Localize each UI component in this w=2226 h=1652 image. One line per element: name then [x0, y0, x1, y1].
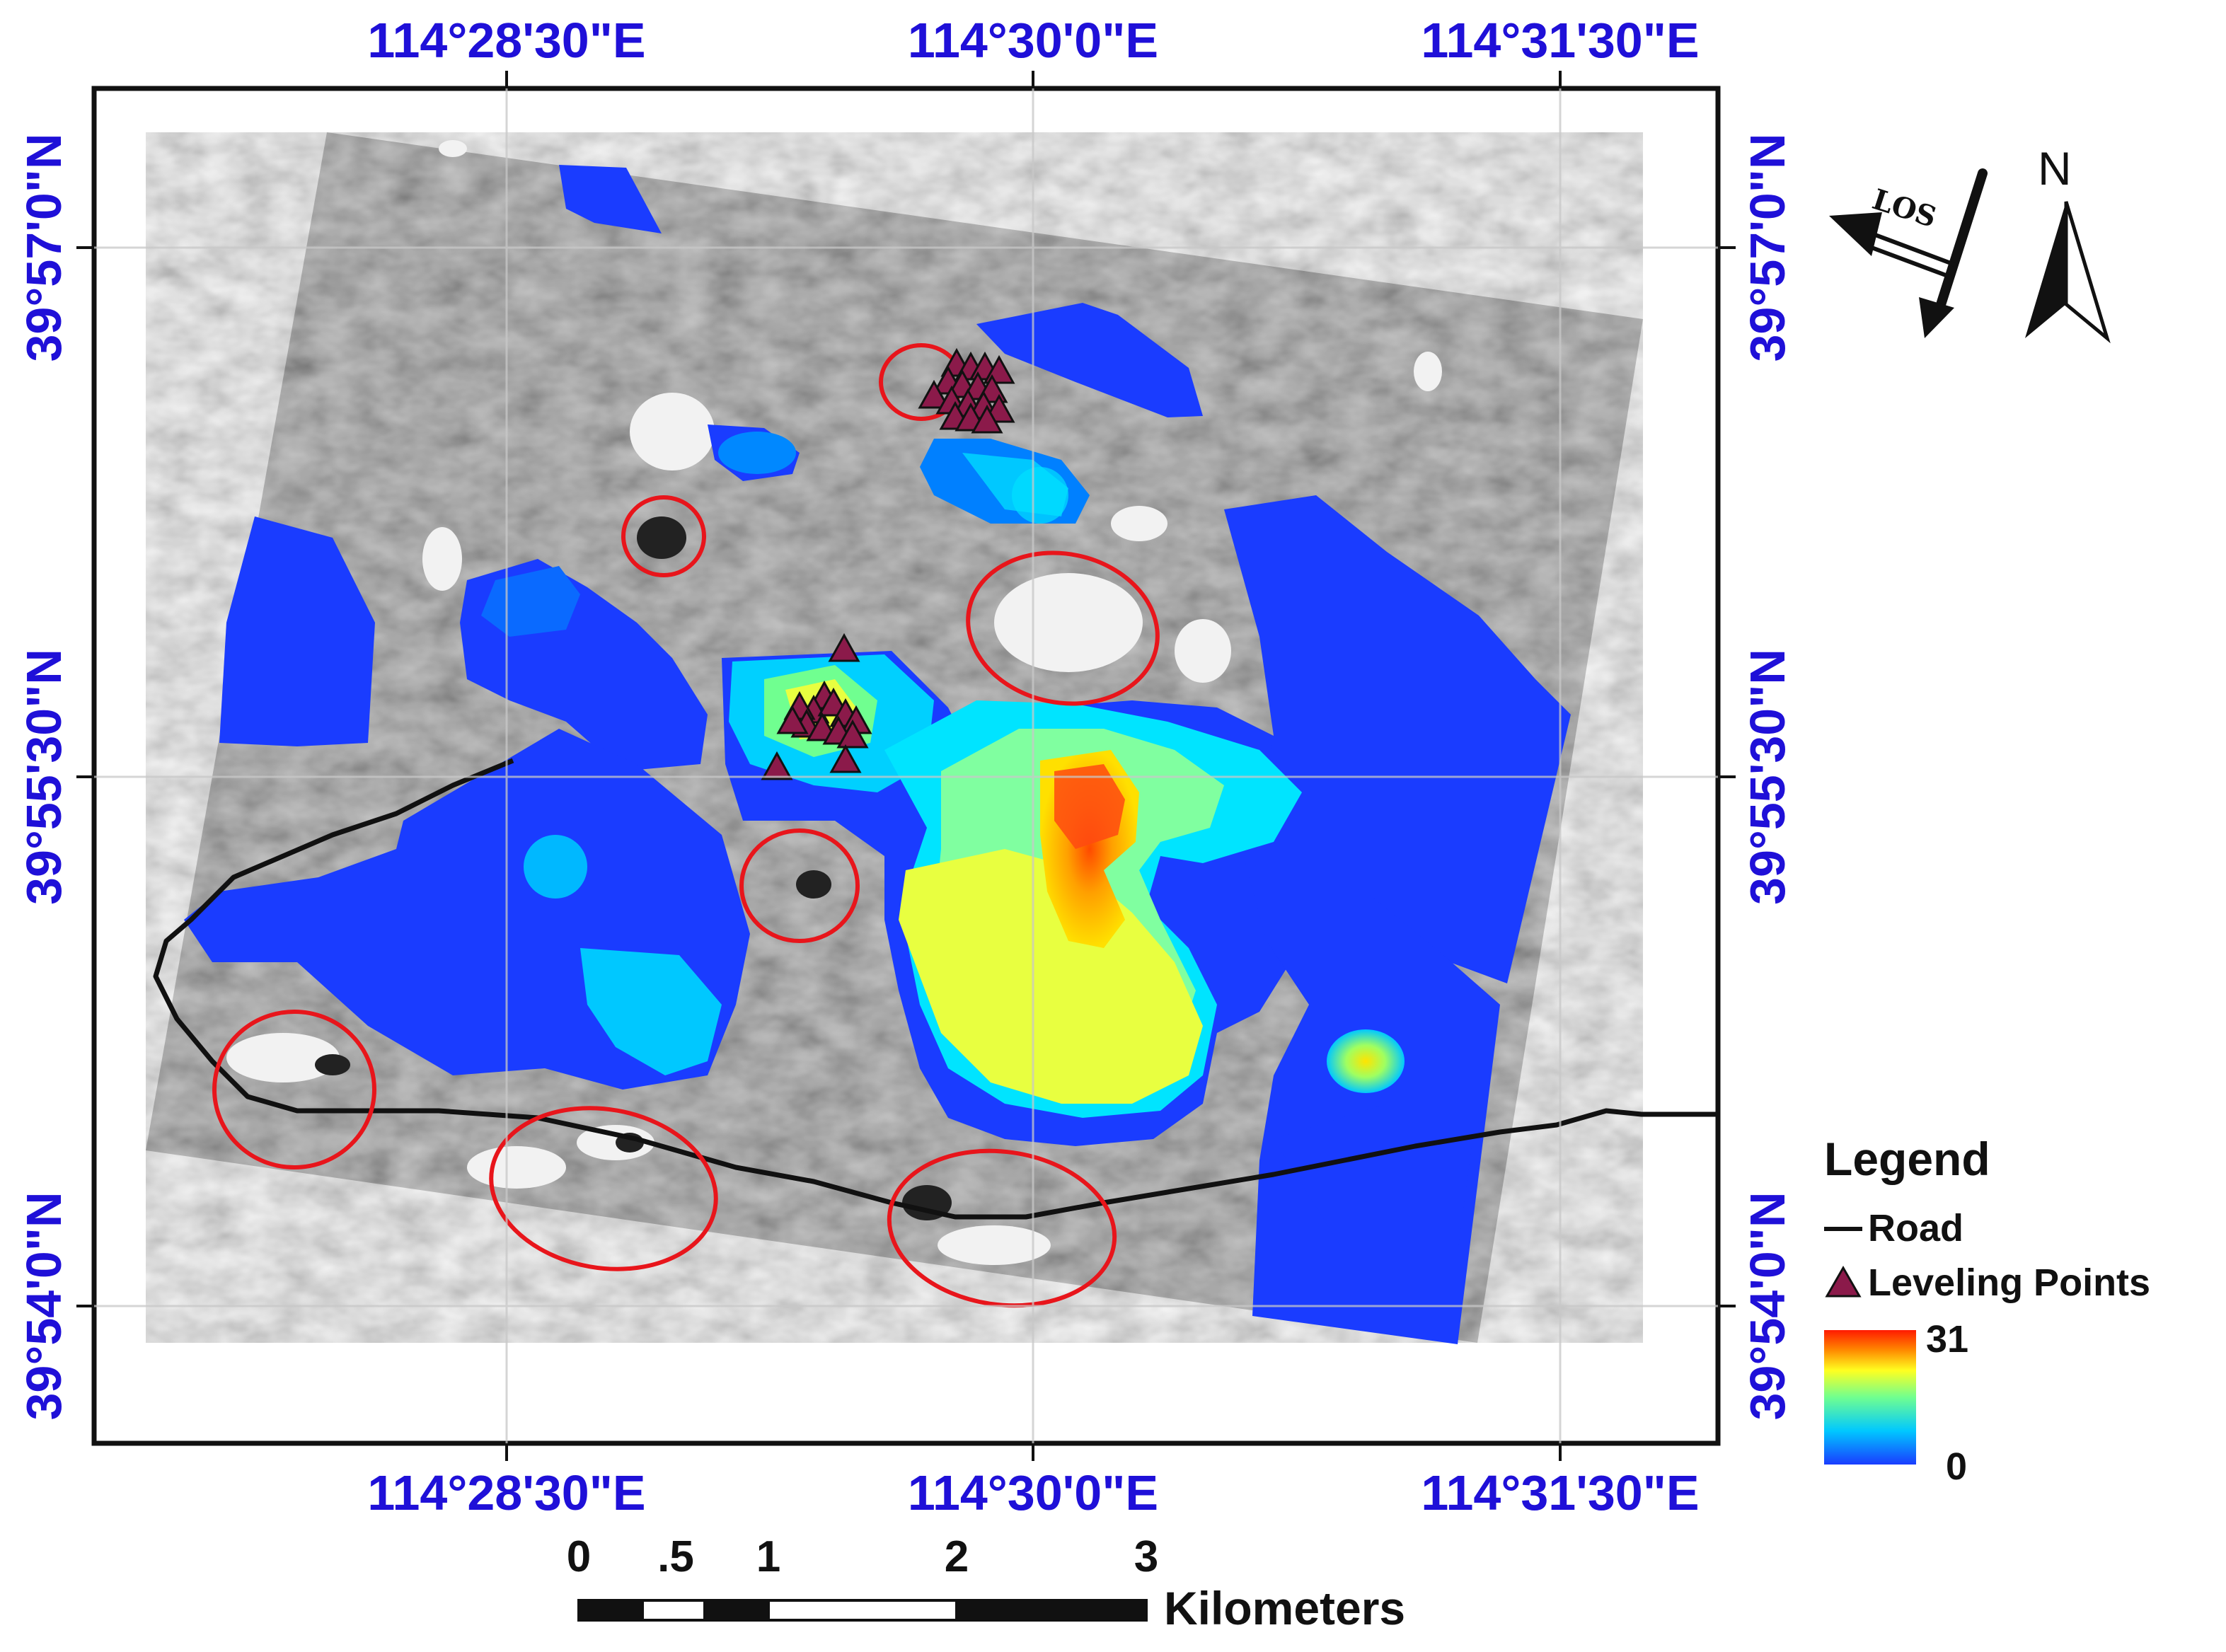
lat-label-right-3: 39°54'0"N: [1740, 1191, 1795, 1421]
graticule: [94, 88, 1718, 1443]
leveling-point-triangle-icon: [918, 379, 950, 409]
north-arrow-icon: [2025, 201, 2111, 344]
legend-leveling-label: Leveling Points: [1868, 1261, 2151, 1304]
lat-label-right-2: 39°55'30"N: [1740, 649, 1795, 905]
los-arrow-icon: [1829, 168, 1988, 338]
lat-label-left-1: 39°57'0"N: [16, 133, 71, 362]
lon-label-top-2: 114°30'0"E: [907, 13, 1159, 68]
scale-units: Kilometers: [1164, 1582, 1406, 1634]
scale-label-half: .5: [657, 1532, 694, 1581]
area-of-interest-circles: [212, 343, 1160, 1308]
road-line: [153, 758, 1718, 1220]
leveling-point-triangle-icon: [776, 705, 809, 734]
deformation-gradient-zones: [481, 432, 1405, 1118]
leveling-point-triangle-icon: [828, 633, 860, 662]
legend-road-label: Road: [1868, 1207, 1963, 1249]
scale-label-2: 2: [944, 1532, 969, 1581]
scale-label-1: 1: [756, 1532, 781, 1581]
legend-title: Legend: [1824, 1133, 1990, 1185]
leveling-point-triangle-icon: [761, 751, 793, 780]
leveling-point-triangle-icon: [971, 404, 1003, 434]
leveling-point-triangle-icon: [829, 744, 862, 773]
lon-label-top-3: 114°31'30"E: [1421, 13, 1700, 68]
lat-label-right-1: 39°57'0"N: [1740, 133, 1795, 362]
leveling-point-triangle-icon: [836, 719, 869, 749]
lat-label-left-2: 39°55'30"N: [16, 649, 71, 905]
lon-label-bottom-2: 114°30'0"E: [907, 1465, 1159, 1520]
leveling-points: [761, 347, 1015, 780]
lat-label-left-3: 39°54'0"N: [16, 1191, 71, 1421]
scale-label-0: 0: [566, 1532, 592, 1581]
colorbar-max-label: 31: [1926, 1318, 1969, 1361]
lon-label-bottom-1: 114°28'30"E: [367, 1465, 646, 1520]
scale-bar: [577, 1599, 1148, 1622]
legend-colorbar: [1824, 1330, 1916, 1465]
scale-label-3: 3: [1134, 1532, 1159, 1581]
lon-label-bottom-3: 114°31'30"E: [1421, 1465, 1700, 1520]
north-label: N: [2038, 142, 2072, 195]
frame-ticks: [76, 71, 1736, 1461]
legend-triangle-symbol: [1825, 1265, 1862, 1298]
lon-label-top-1: 114°28'30"E: [367, 13, 646, 68]
colorbar-min-label: 0: [1946, 1445, 1968, 1488]
